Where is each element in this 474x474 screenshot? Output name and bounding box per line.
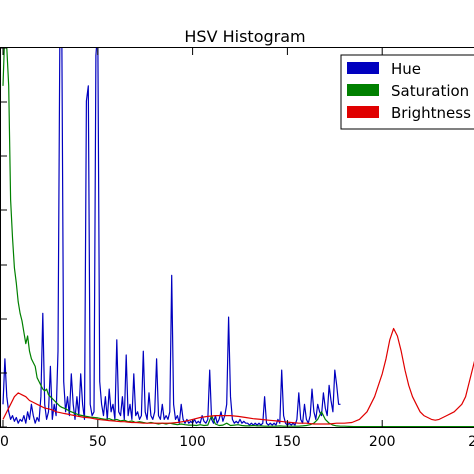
series-line-hue (2, 48, 341, 426)
x-tick-label: 200 (369, 434, 396, 450)
legend-label-saturation: Saturation (391, 82, 469, 100)
x-tick-label: 0 (0, 434, 9, 450)
x-tick-label: 150 (274, 434, 301, 450)
legend-label-hue: Hue (391, 60, 421, 78)
series-group (2, 48, 474, 427)
legend: Hue Saturation Brightness (340, 54, 474, 130)
x-axis-ticks: 0 50 100 150 200 25 (0, 48, 474, 450)
x-tick-label: 100 (179, 434, 206, 450)
legend-label-brightness: Brightness (391, 104, 471, 122)
x-tick-label: 25 (468, 434, 474, 450)
series-line-brightness (2, 327, 474, 425)
legend-swatch-brightness (347, 106, 379, 118)
legend-swatch-hue (347, 62, 379, 74)
x-tick-label: 50 (89, 434, 107, 450)
legend-swatch-saturation (347, 84, 379, 96)
chart-title: HSV Histogram (184, 27, 305, 46)
